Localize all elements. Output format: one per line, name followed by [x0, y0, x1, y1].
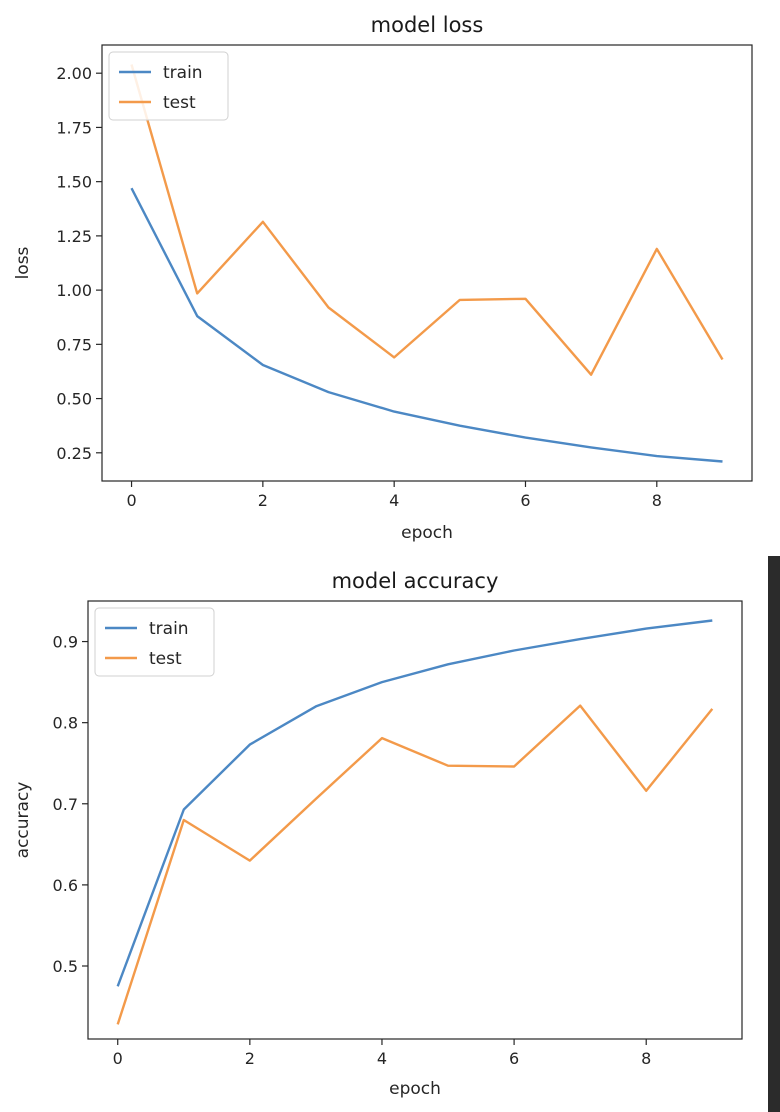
x-tick-label: 4 [389, 491, 399, 510]
y-tick-label: 0.25 [56, 444, 92, 463]
x-tick-label: 2 [245, 1049, 255, 1068]
y-tick-label: 2.00 [56, 64, 92, 83]
y-tick-label: 0.75 [56, 335, 92, 354]
chart-title: model accuracy [332, 569, 499, 593]
plot-frame [87, 600, 743, 1040]
legend: train test [108, 51, 229, 121]
x-tick-label: 0 [113, 1049, 123, 1068]
chart-1: model accuracy 0 2 4 6 8 0.5 0.6 0.7 0.8 0.9 epoch a… [13, 569, 743, 1099]
y-tick-label: 0.9 [53, 633, 78, 652]
x-tick-label: 8 [641, 1049, 651, 1068]
series-line-train [130, 187, 723, 463]
legend-label-train: train [149, 619, 189, 639]
y-tick-label: 0.8 [53, 714, 78, 733]
y-tick-label: 1.50 [56, 173, 92, 192]
series-line-train [116, 619, 713, 987]
y-axis-label: accuracy [13, 782, 33, 859]
y-tick-label: 0.7 [53, 795, 78, 814]
legend: train test [94, 607, 215, 677]
y-tick-label: 0.5 [53, 957, 78, 976]
x-tick-label: 6 [520, 491, 530, 510]
y-axis-label: loss [13, 246, 33, 279]
y-tick-label: 0.6 [53, 876, 78, 895]
chart-title: model loss [371, 13, 484, 37]
legend-label-test: test [149, 649, 182, 669]
y-tick-label: 1.25 [56, 227, 92, 246]
legend-label-train: train [163, 63, 203, 83]
x-tick-label: 4 [377, 1049, 387, 1068]
x-tick-label: 2 [258, 491, 268, 510]
y-tick-label: 0.50 [56, 390, 92, 409]
y-tick-label: 1.75 [56, 118, 92, 137]
series-line-test [130, 64, 724, 376]
x-tick-label: 0 [126, 491, 136, 510]
chart-0: model loss 0 2 4 6 8 0.25 0.50 0.75 1.00 1.25 1.50 1… [13, 13, 753, 543]
series-line-test [116, 704, 714, 1025]
x-tick-label: 6 [509, 1049, 519, 1068]
y-tick-label: 1.00 [56, 281, 92, 300]
scrollbar-strip [768, 556, 780, 1112]
legend-label-test: test [163, 93, 196, 113]
x-tick-label: 8 [652, 491, 662, 510]
plot-frame [101, 44, 753, 482]
x-axis-label: epoch [401, 523, 453, 543]
x-axis-label: epoch [389, 1079, 441, 1099]
